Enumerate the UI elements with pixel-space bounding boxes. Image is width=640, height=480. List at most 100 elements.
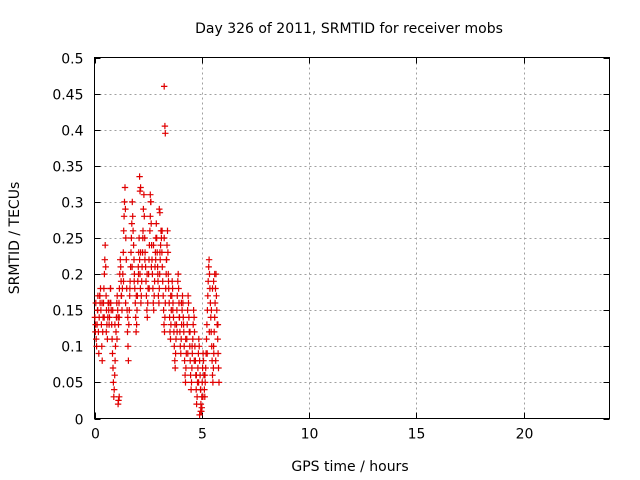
data-point [203, 321, 211, 328]
data-point [137, 299, 145, 307]
data-point [111, 321, 119, 328]
data-point [211, 299, 219, 307]
data-point [117, 256, 124, 263]
data-point [210, 278, 217, 285]
data-point [121, 198, 128, 206]
data-point [170, 314, 177, 321]
chart-title: Day 326 of 2011, SRMTID for receiver mob… [195, 21, 503, 37]
data-point [132, 314, 139, 321]
data-point [117, 263, 124, 271]
grid [94, 57, 610, 419]
data-point [164, 227, 171, 234]
data-point [125, 357, 132, 364]
data-point [195, 379, 202, 386]
data-point [157, 242, 164, 249]
data-point [193, 372, 200, 379]
data-point [214, 350, 222, 357]
data-point [158, 227, 166, 234]
data-point [159, 263, 166, 271]
data-point [128, 263, 136, 271]
data-point [143, 292, 150, 299]
data-point [182, 379, 189, 386]
data-point [103, 328, 110, 336]
data-point [126, 307, 133, 314]
data-point [111, 357, 119, 364]
data-point [124, 314, 131, 321]
data-point [156, 285, 163, 292]
data-point [128, 234, 135, 242]
data-point [121, 184, 129, 191]
data-point [98, 299, 106, 307]
data-point [143, 307, 151, 314]
data-point [111, 386, 118, 393]
data-point [191, 357, 198, 364]
data-point [118, 292, 125, 299]
data-point [112, 343, 119, 350]
x-tick-label: 5 [198, 427, 207, 443]
data-point [101, 256, 108, 263]
data-point [125, 321, 132, 328]
data-point [132, 299, 139, 307]
data-point [150, 299, 157, 307]
data-point [186, 328, 194, 336]
data-point [129, 213, 136, 220]
data-point [122, 299, 129, 307]
data-point [109, 350, 116, 357]
data-point [165, 270, 172, 278]
y-tick-label: 0.15 [52, 304, 83, 320]
data-point [96, 292, 104, 299]
data-point [188, 343, 196, 350]
data-point [202, 364, 209, 372]
data-point [184, 350, 191, 357]
data-point [160, 307, 167, 314]
data-point [208, 307, 215, 314]
data-point [119, 270, 126, 278]
data-point [99, 357, 106, 364]
data-point [212, 357, 219, 364]
data-point [140, 205, 147, 213]
data-point [144, 314, 151, 321]
data-point [188, 379, 195, 386]
data-point [213, 292, 220, 299]
data-point [201, 372, 209, 379]
data-point [154, 270, 161, 278]
data-point [95, 350, 102, 357]
data-point [130, 256, 138, 263]
data-point [205, 278, 212, 285]
data-point [120, 278, 127, 285]
data-point [133, 321, 140, 328]
data-point [111, 372, 118, 379]
data-point [180, 328, 187, 336]
data-point [160, 292, 167, 299]
data-point [167, 292, 174, 299]
data-point [197, 400, 205, 408]
data-point [147, 198, 155, 206]
x-tick-label: 15 [408, 427, 426, 443]
data-point [200, 357, 207, 364]
data-point [122, 234, 129, 242]
data-point [102, 242, 109, 249]
data-point [126, 285, 134, 292]
data-point [214, 321, 222, 328]
data-point [130, 242, 137, 249]
data-point [101, 270, 108, 278]
data-point [172, 364, 179, 372]
data-point [196, 343, 203, 350]
data-point [146, 285, 153, 292]
data-point [120, 249, 127, 256]
data-point [161, 122, 169, 130]
data-point [161, 234, 168, 242]
x-tick-label: 0 [91, 427, 100, 443]
data-point [209, 372, 216, 379]
data-point [128, 220, 135, 227]
data-point [142, 263, 149, 271]
data-point [184, 307, 191, 314]
y-axis-label: SRMTID / TECUs [7, 182, 23, 295]
data-point [169, 285, 176, 292]
data-point [213, 307, 220, 314]
data-point [139, 227, 147, 234]
y-tick-label: 0.25 [52, 232, 83, 248]
y-tick-label: 0.45 [52, 88, 83, 104]
data-point [178, 299, 185, 307]
data-point [147, 213, 154, 220]
